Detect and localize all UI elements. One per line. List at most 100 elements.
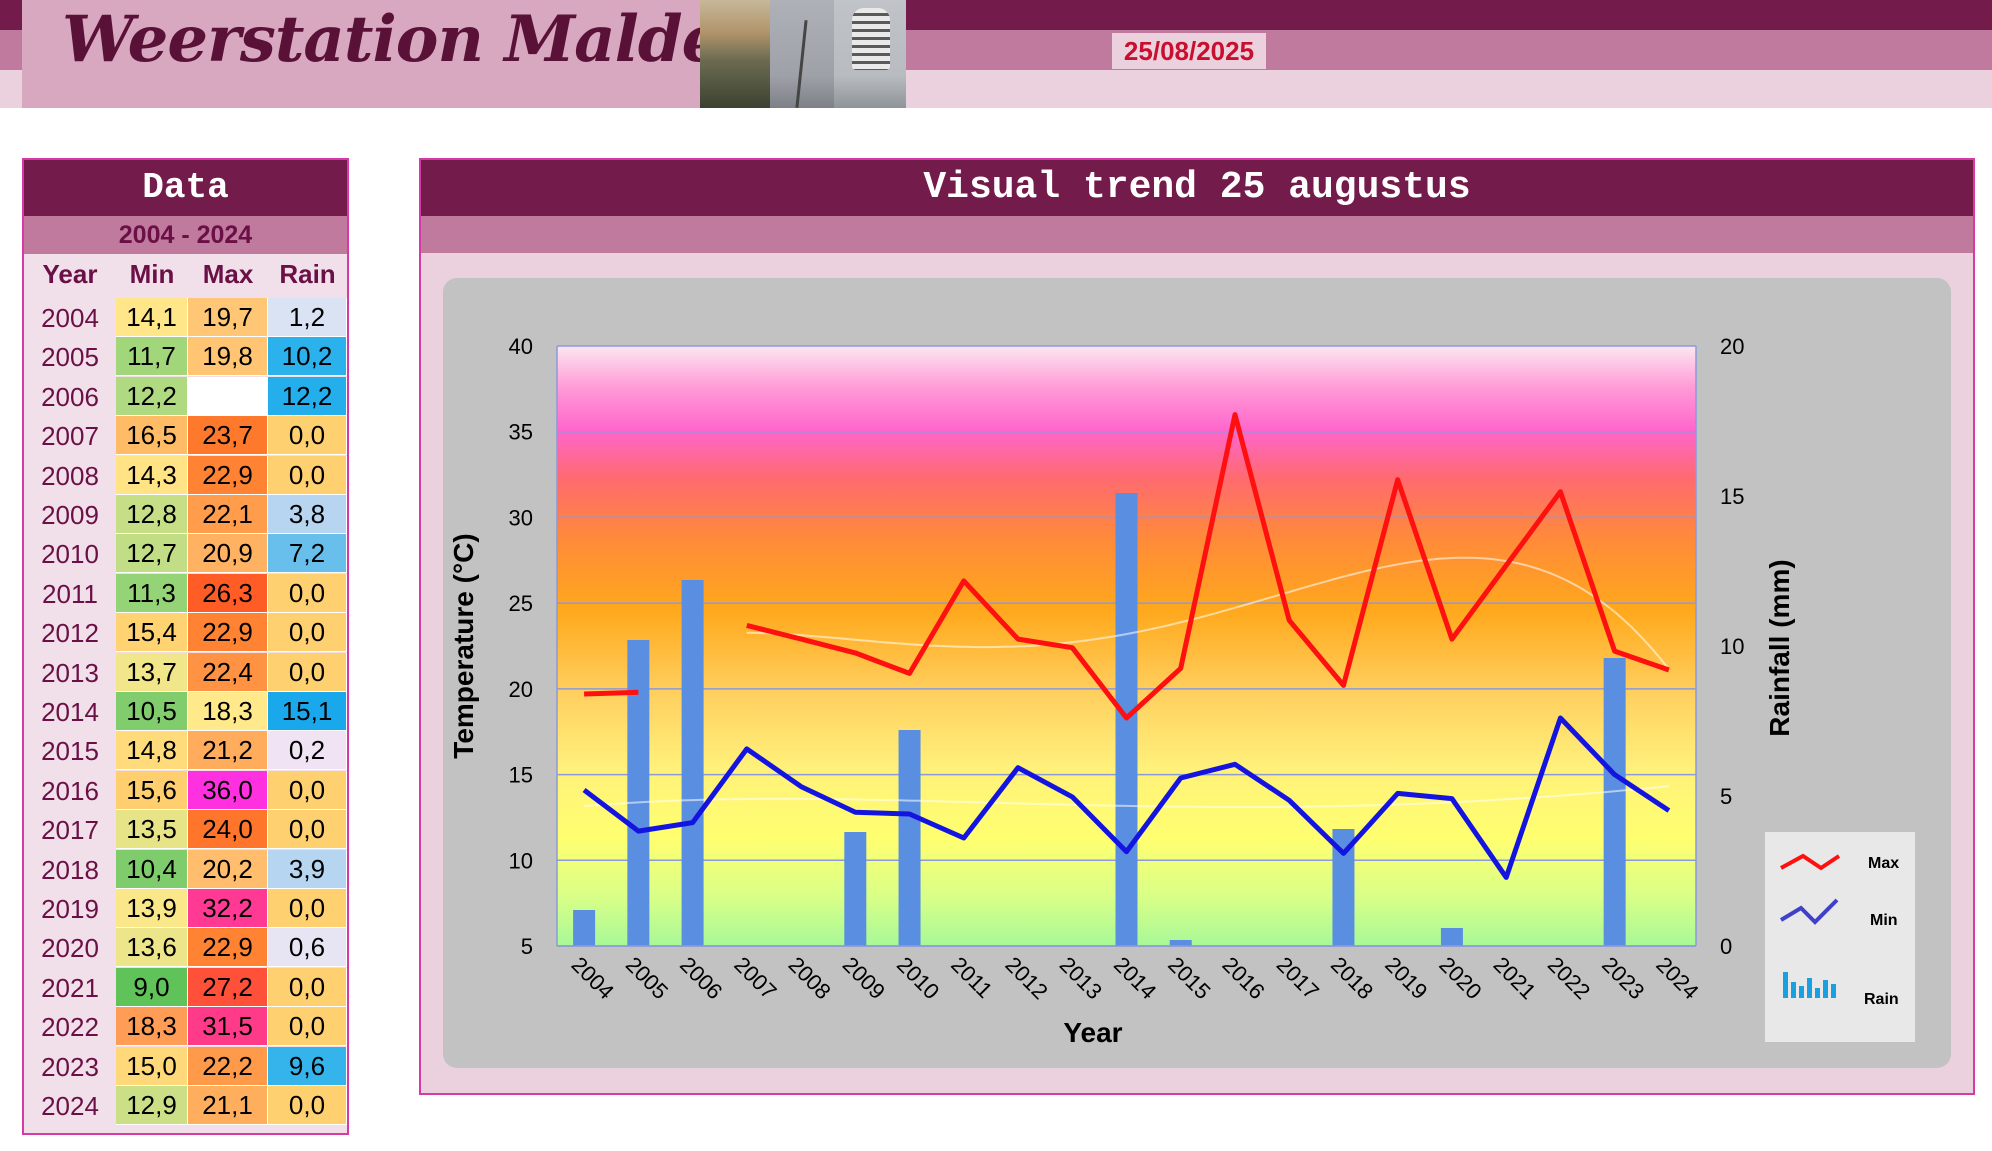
legend-rain-icon	[1783, 972, 1836, 998]
col-header-rain: Rain	[279, 259, 336, 289]
table-rain-cell: 0,0	[268, 613, 347, 653]
table-max-cell: 20,2	[188, 849, 268, 889]
y-tick-label: 35	[509, 420, 533, 445]
table-min-cell: 14,8	[116, 731, 188, 771]
y-tick-label: 40	[509, 334, 533, 359]
table-rain-cell: 0,0	[268, 810, 347, 850]
table-min-cell: 12,8	[116, 495, 188, 534]
table-year-cell: 2007	[41, 421, 99, 452]
current-date: 25/08/2025	[1112, 33, 1266, 69]
site-title-box: Weerstation Malderen	[22, 0, 840, 108]
rain-bar	[573, 910, 596, 946]
table-min-cell: 13,7	[116, 652, 188, 692]
table-year-cell: 2023	[41, 1051, 99, 1082]
table-max-cell: 26,3	[188, 573, 268, 613]
y2-tick-label: 10	[1720, 634, 1744, 659]
legend-min-label: Min	[1870, 912, 1898, 929]
min-trend-line	[584, 785, 1670, 808]
table-min-cell: 11,3	[116, 573, 188, 613]
table-rain-cell: 0,6	[268, 928, 347, 968]
table-min-cell: 15,6	[116, 770, 188, 810]
y2-tick-label: 0	[1720, 934, 1732, 959]
table-max-cell: 22,4	[188, 652, 268, 692]
table-rain-cell: 0,0	[268, 573, 347, 613]
y-axis-title: Temperature (°C)	[448, 533, 479, 758]
legend: Max Min Rain	[1765, 832, 1915, 1042]
table-min-cell: 12,9	[116, 1086, 188, 1125]
temperature-lines	[582, 412, 1671, 880]
legend-max-label: Max	[1868, 855, 1899, 872]
y2-tick-label: 20	[1720, 334, 1744, 359]
table-min-cell: 15,4	[116, 613, 188, 653]
table-max-cell: 22,1	[188, 495, 268, 534]
y-tick-label: 25	[509, 591, 533, 616]
sunset-photo	[700, 0, 770, 108]
table-year-cell: 2008	[41, 460, 99, 491]
table-min-cell: 16,5	[116, 416, 188, 456]
table-max-cell: 22,9	[188, 928, 268, 968]
table-rain-cell: 3,9	[268, 849, 347, 889]
legend-box	[1765, 832, 1915, 1042]
table-max-cell: 22,9	[188, 455, 268, 495]
max-trend-line	[746, 556, 1670, 670]
table-max-cell: 22,9	[188, 613, 268, 653]
table-min-cell: 14,3	[116, 455, 188, 495]
table-max-cell: 20,9	[188, 534, 268, 574]
rain-bar	[681, 580, 704, 946]
table-min-cell: 12,7	[116, 534, 188, 574]
table-max-cell: 19,7	[188, 298, 268, 337]
legend-max-icon	[1780, 853, 1841, 871]
table-year-cell: 2020	[41, 933, 99, 964]
table-rain-cell: 10,2	[268, 337, 347, 377]
chart-subheader-band	[421, 216, 1973, 253]
rain-bar	[844, 832, 867, 946]
table-max-cell	[188, 376, 268, 416]
y-tick-label: 5	[521, 934, 533, 959]
table-year-cell: 2004	[41, 303, 99, 333]
table-rain-cell: 3,8	[268, 495, 347, 534]
table-year-cell: 2016	[41, 775, 99, 806]
table-min-cell: 12,2	[116, 376, 188, 416]
table-min-cell: 10,4	[116, 849, 188, 889]
table-rain-cell: 0,0	[268, 889, 347, 928]
table-rain-cell: 0,0	[268, 652, 347, 692]
data-panel: Data 2004 - 2024 Year Min Max Rain 2004 1…	[22, 158, 349, 1135]
table-rain-cell: 7,2	[268, 534, 347, 574]
table-year-cell: 2012	[41, 618, 99, 649]
table-year-cell: 2019	[41, 894, 99, 924]
rain-bar	[1332, 829, 1355, 946]
table-rain-cell: 0,0	[268, 416, 347, 456]
min-temperature-line	[582, 715, 1671, 880]
table-max-cell: 32,2	[188, 889, 268, 928]
y2-tick-label: 5	[1720, 784, 1732, 809]
col-header-year: Year	[42, 259, 98, 289]
legend-min-icon	[1779, 898, 1839, 925]
table-min-cell: 18,3	[116, 1007, 188, 1047]
table-min-cell: 13,6	[116, 928, 188, 968]
table-max-cell: 22,2	[188, 1046, 268, 1086]
data-panel-title: Data	[24, 160, 347, 216]
table-max-cell: 27,2	[188, 967, 268, 1007]
col-header-min: Min	[129, 259, 175, 289]
table-max-cell: 31,5	[188, 1007, 268, 1047]
y2-axis-title: Rainfall (mm)	[1764, 559, 1795, 736]
table-max-cell: 23,7	[188, 416, 268, 456]
table-rain-cell: 0,0	[268, 1007, 347, 1047]
table-year-cell: 2022	[41, 1012, 99, 1043]
chart-panel: Visual trend 25 augustus 5 10 15 20 25 30 3	[419, 158, 1975, 1095]
y-tick-label: 30	[509, 505, 533, 530]
legend-rain-label: Rain	[1864, 991, 1899, 1008]
rain-bar	[1440, 928, 1463, 946]
table-rain-cell: 1,2	[268, 298, 347, 337]
table-rain-cell: 0,0	[268, 770, 347, 810]
max-temperature-line	[584, 689, 639, 697]
table-year-cell: 2006	[41, 381, 99, 412]
table-year-cell: 2013	[41, 657, 99, 688]
table-rain-cell: 15,1	[268, 692, 347, 731]
table-min-cell: 9,0	[116, 967, 188, 1007]
table-year-cell: 2015	[41, 736, 99, 767]
table-rain-cell: 0,2	[268, 731, 347, 771]
table-min-cell: 10,5	[116, 692, 188, 731]
table-year-cell: 2005	[41, 342, 99, 373]
